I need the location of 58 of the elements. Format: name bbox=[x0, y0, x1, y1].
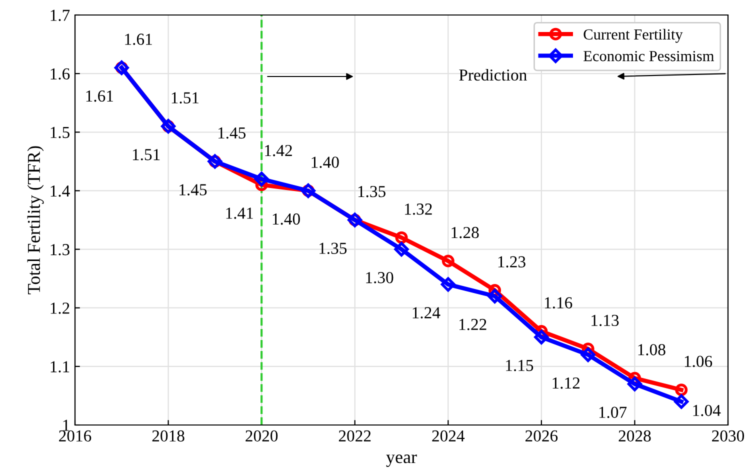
point bbox=[442, 254, 454, 268]
point bbox=[488, 288, 502, 304]
x-tick-label: 2022 bbox=[338, 430, 371, 442]
legend-label: Current Fertility bbox=[584, 28, 683, 43]
point bbox=[254, 172, 269, 186]
data-label: 1.28 bbox=[452, 226, 479, 238]
x-tick-label: 2028 bbox=[618, 430, 651, 442]
x-tick-label: 2026 bbox=[525, 430, 558, 442]
point bbox=[395, 231, 408, 244]
data-label: 1.35 bbox=[358, 186, 386, 198]
data-label: 1.45 bbox=[180, 184, 207, 196]
y-tick-label: 1.7 bbox=[50, 10, 70, 22]
data-label: 1.32 bbox=[405, 204, 432, 215]
data-label: 1.16 bbox=[544, 297, 572, 309]
x-tick-label: 2020 bbox=[246, 430, 278, 442]
legend-label: Economic Pessimism bbox=[584, 50, 714, 62]
x-tick-label: 2018 bbox=[152, 430, 184, 442]
y-tick-label: 1.5 bbox=[50, 126, 70, 138]
data-label: 1.61 bbox=[125, 34, 152, 45]
point bbox=[674, 394, 689, 409]
data-label: 1.41 bbox=[226, 208, 253, 219]
y-tick-label: 1.4 bbox=[50, 185, 70, 197]
point bbox=[440, 277, 456, 292]
data-label: 1.30 bbox=[366, 272, 394, 284]
point bbox=[675, 384, 688, 396]
data-label: 1.42 bbox=[265, 144, 292, 156]
data-label: 1.23 bbox=[498, 256, 526, 268]
data-label: 1.40 bbox=[312, 156, 339, 168]
point bbox=[580, 347, 596, 362]
x-axis-title: year bbox=[386, 454, 417, 467]
data-label: 1.15 bbox=[506, 360, 534, 372]
annotation: Prediction bbox=[459, 68, 527, 81]
data-label: 1.08 bbox=[638, 344, 666, 356]
x-tick-label: 2024 bbox=[432, 430, 465, 442]
data-label: 1.07 bbox=[599, 406, 627, 418]
point bbox=[627, 376, 642, 392]
y-tick-label: 1.2 bbox=[50, 302, 70, 314]
data-label: 1.51 bbox=[132, 149, 160, 160]
data-label: 1.13 bbox=[592, 314, 619, 326]
data-label: 1.45 bbox=[218, 127, 246, 139]
data-label: 1.40 bbox=[272, 213, 300, 225]
y-tick-label: 1.1 bbox=[50, 361, 70, 372]
y-tick-label: 1.6 bbox=[50, 68, 70, 80]
data-label: 1.04 bbox=[693, 404, 721, 416]
y-tick-label: 1 bbox=[63, 420, 70, 431]
point bbox=[394, 242, 409, 257]
data-label: 1.06 bbox=[684, 356, 712, 368]
y-tick-label: 1.3 bbox=[50, 244, 70, 256]
data-label: 1.35 bbox=[320, 242, 347, 254]
point bbox=[534, 330, 549, 344]
data-label: 1.51 bbox=[172, 92, 199, 104]
y-axis-title: Total Fertility (TFR) bbox=[27, 146, 44, 294]
data-label: 1.61 bbox=[86, 90, 114, 102]
data-label: 1.22 bbox=[459, 318, 486, 330]
data-label: 1.12 bbox=[552, 377, 580, 389]
x-tick-label: 2030 bbox=[712, 430, 744, 442]
data-label: 1.24 bbox=[412, 307, 440, 318]
x-tick-label: 2016 bbox=[59, 430, 92, 442]
